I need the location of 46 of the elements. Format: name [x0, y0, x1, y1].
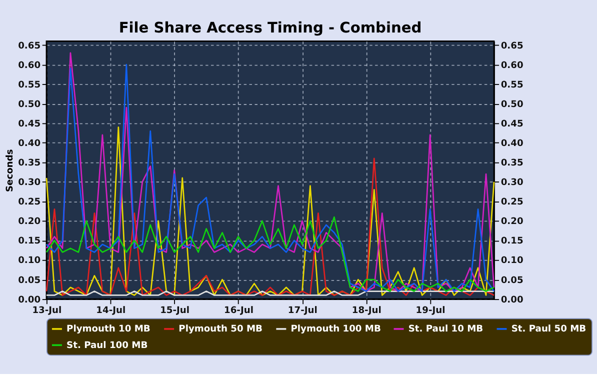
y-tick-label: 0.15: [18, 236, 41, 247]
x-tick-label: 19-Jul: [416, 306, 446, 316]
y-tick-label: 0.50: [18, 100, 41, 110]
y-axis-title: Seconds: [6, 149, 16, 192]
y2-tick-label: 0.05: [500, 276, 524, 286]
y-tick-label: 0.00: [18, 295, 41, 306]
y-tick-label: 0.30: [18, 178, 41, 188]
x-tick-label: 17-Jul: [288, 306, 318, 316]
y2-tick-label: 0.40: [500, 138, 524, 149]
legend-label: St. Paul 50 MB: [511, 324, 586, 335]
legend-label: St. Paul 100 MB: [66, 340, 148, 351]
y-tick-label: 0.65: [18, 41, 41, 52]
y2-tick-label: 0.25: [500, 198, 524, 208]
y2-tick-label: 0.30: [500, 178, 524, 188]
y-tick-label: 0.55: [18, 80, 41, 90]
legend-label: Plymouth 50 MB: [178, 324, 263, 335]
y2-tick-label: 0.65: [500, 41, 524, 52]
legend-label: Plymouth 10 MB: [66, 324, 150, 335]
x-tick-label: 13-Jul: [32, 306, 62, 316]
x-tick-label: 18-Jul: [352, 306, 382, 316]
y-tick-label: 0.45: [18, 119, 41, 130]
y2-tick-label: 0.50: [500, 100, 524, 110]
x-tick-label: 15-Jul: [160, 306, 190, 316]
y2-tick-label: 0.35: [500, 158, 524, 169]
y2-tick-label: 0.15: [500, 236, 524, 247]
legend-label: St. Paul 10 MB: [408, 324, 484, 335]
line-series: [46, 216, 495, 292]
line-series: [46, 158, 495, 296]
y2-tick-label: 0.55: [500, 80, 524, 90]
y-tick-label: 0.35: [18, 158, 41, 169]
y-tick-label: 0.10: [18, 256, 41, 266]
y2-tick-label: 0.10: [500, 256, 524, 266]
y-tick-label: 0.25: [18, 198, 41, 208]
y-tick-label: 0.40: [18, 138, 41, 149]
chart-title: File Share Access Timing - Combined: [118, 19, 422, 36]
y2-tick-label: 0.60: [500, 60, 524, 71]
y2-tick-label: 0.00: [500, 295, 524, 306]
y2-tick-label: 0.45: [500, 119, 524, 130]
line-series: [46, 126, 495, 296]
y-tick-label: 0.60: [18, 60, 41, 71]
legend-label: Plymouth 100 MB: [290, 324, 381, 335]
x-tick-label: 16-Jul: [224, 306, 254, 316]
y-tick-label: 0.05: [18, 276, 41, 286]
y-tick-label: 0.20: [18, 217, 41, 228]
y2-tick-label: 0.20: [500, 217, 524, 228]
x-tick-label: 14-Jul: [96, 306, 126, 316]
